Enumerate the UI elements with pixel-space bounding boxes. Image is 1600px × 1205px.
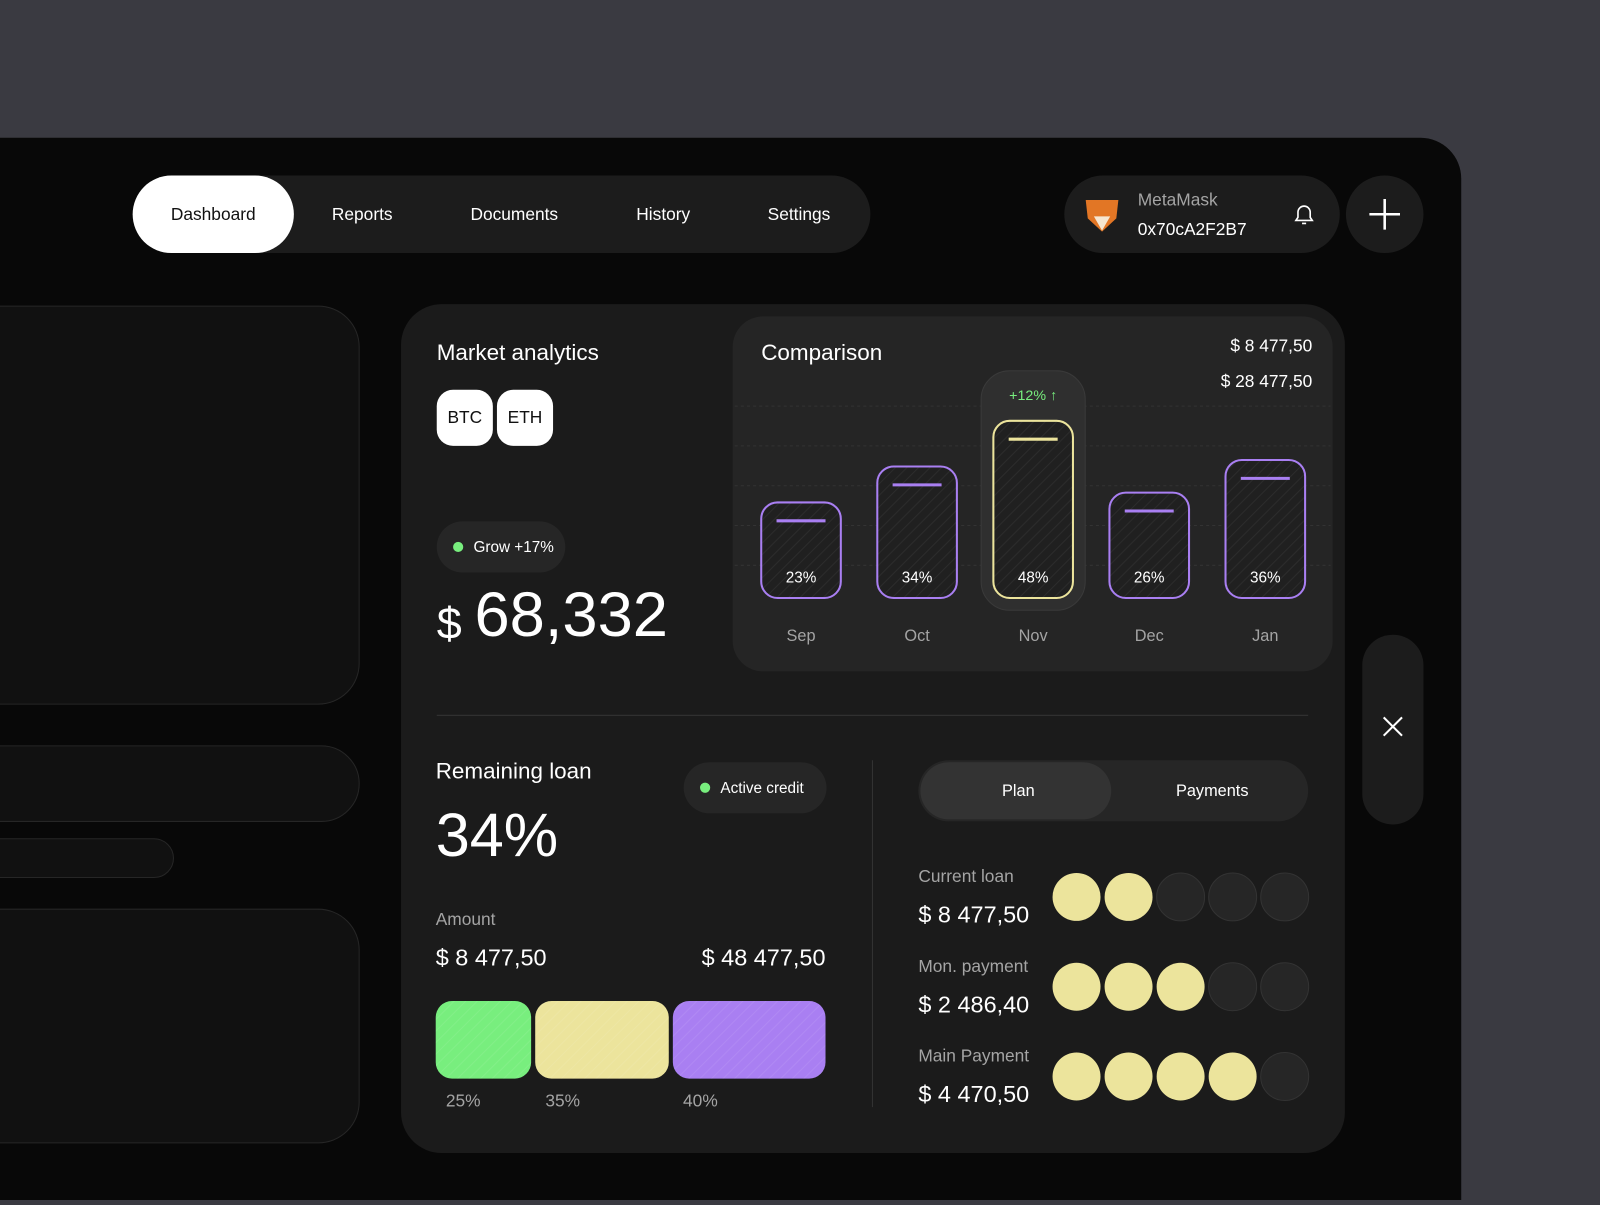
x-tick-label: Jan xyxy=(1252,627,1278,645)
status-badge xyxy=(683,762,827,814)
row-label: Current loan xyxy=(918,866,1013,886)
loan-value: 34% xyxy=(436,801,559,869)
dot-filled xyxy=(1052,962,1101,1011)
bar xyxy=(760,501,842,599)
dot-empty xyxy=(1260,962,1310,1012)
row-amount: $ 8 477,50 xyxy=(918,902,1029,928)
segment-texture xyxy=(535,1001,669,1079)
total: $ 8 477,50 xyxy=(1230,336,1312,356)
grow-text: Grow +17% xyxy=(473,539,554,556)
tag-text: ETH xyxy=(508,407,543,427)
row-label: Main Payment xyxy=(918,1046,1029,1066)
dot-empty xyxy=(1260,1052,1310,1102)
dot-filled xyxy=(1156,1052,1205,1101)
total: $ 28 477,50 xyxy=(1221,371,1313,391)
dot-filled xyxy=(1104,872,1153,921)
annotation: +12% ↑ xyxy=(1009,388,1057,404)
row-amount: $ 2 486,40 xyxy=(918,991,1029,1017)
dot-empty xyxy=(1260,872,1310,922)
wallet-address: 0x70cA2F2B7 xyxy=(1138,219,1247,239)
segment-label: 35% xyxy=(545,1091,580,1111)
dot-empty xyxy=(1156,872,1206,922)
x-tick-label: Oct xyxy=(904,627,930,645)
row-label: Mon. payment xyxy=(918,956,1028,976)
tab[interactable]: Payments xyxy=(1176,782,1249,800)
tab[interactable]: Plan xyxy=(1002,782,1035,800)
bar-label: 26% xyxy=(1134,570,1165,587)
nav-item[interactable]: Documents xyxy=(470,204,558,224)
currency: $ xyxy=(437,597,462,648)
segment-label: 40% xyxy=(683,1091,718,1111)
nav-item[interactable]: History xyxy=(636,204,690,224)
dot-empty xyxy=(1208,872,1258,922)
dot-filled xyxy=(1104,962,1153,1011)
nav-item[interactable]: Dashboard xyxy=(171,204,256,224)
dot xyxy=(453,541,464,553)
x-tick-label: Nov xyxy=(1019,627,1049,645)
dot-empty xyxy=(1208,962,1258,1012)
nav-item[interactable]: Settings xyxy=(768,204,831,224)
amount-to: $ 48 477,50 xyxy=(702,944,826,970)
bar-label: 48% xyxy=(1018,570,1049,587)
fox-icon xyxy=(1085,200,1119,232)
bar-label: 23% xyxy=(786,570,817,587)
tab-active[interactable] xyxy=(920,762,1112,820)
segment-label: 25% xyxy=(446,1091,481,1111)
bar xyxy=(1108,491,1191,599)
bar xyxy=(1224,458,1307,599)
market-value: 68,332 xyxy=(474,580,667,650)
dot-filled xyxy=(1156,962,1205,1011)
dot xyxy=(700,782,711,793)
nav-active[interactable] xyxy=(132,175,294,254)
dot-filled xyxy=(1208,1052,1257,1101)
bar-label: 36% xyxy=(1250,570,1281,587)
x-tick-label: Sep xyxy=(787,627,816,645)
amount-label: Amount xyxy=(436,909,496,929)
row-amount: $ 4 470,50 xyxy=(918,1081,1029,1107)
close-panel[interactable] xyxy=(1362,634,1424,825)
nav-bar xyxy=(132,175,871,254)
tag-text: BTC xyxy=(447,407,482,427)
nav-item[interactable]: Reports xyxy=(332,204,393,224)
dot-filled xyxy=(1052,1052,1101,1101)
tag[interactable] xyxy=(436,389,493,446)
bar xyxy=(992,419,1074,599)
wallet-name: MetaMask xyxy=(1138,190,1218,210)
tag[interactable] xyxy=(496,389,554,446)
wallet[interactable] xyxy=(1064,175,1340,254)
bell-icon[interactable] xyxy=(1294,205,1314,225)
grow-badge xyxy=(436,521,566,573)
x-tick-label: Dec xyxy=(1135,627,1164,645)
segment-texture xyxy=(672,1001,826,1079)
ghost-cards xyxy=(0,305,360,1144)
market-title: Market analytics xyxy=(437,340,599,365)
loan-title: Remaining loan xyxy=(436,758,592,783)
close-icon xyxy=(1382,716,1403,737)
status-text: Active credit xyxy=(720,780,804,797)
chart-title: Comparison xyxy=(761,340,882,365)
amount-from: $ 8 477,50 xyxy=(436,944,547,970)
bar xyxy=(876,465,958,599)
dot-filled xyxy=(1104,1052,1153,1101)
dot-filled xyxy=(1052,872,1101,921)
bar-label: 34% xyxy=(902,570,933,587)
plus-icon xyxy=(1369,198,1400,230)
segment-texture xyxy=(435,1001,532,1079)
